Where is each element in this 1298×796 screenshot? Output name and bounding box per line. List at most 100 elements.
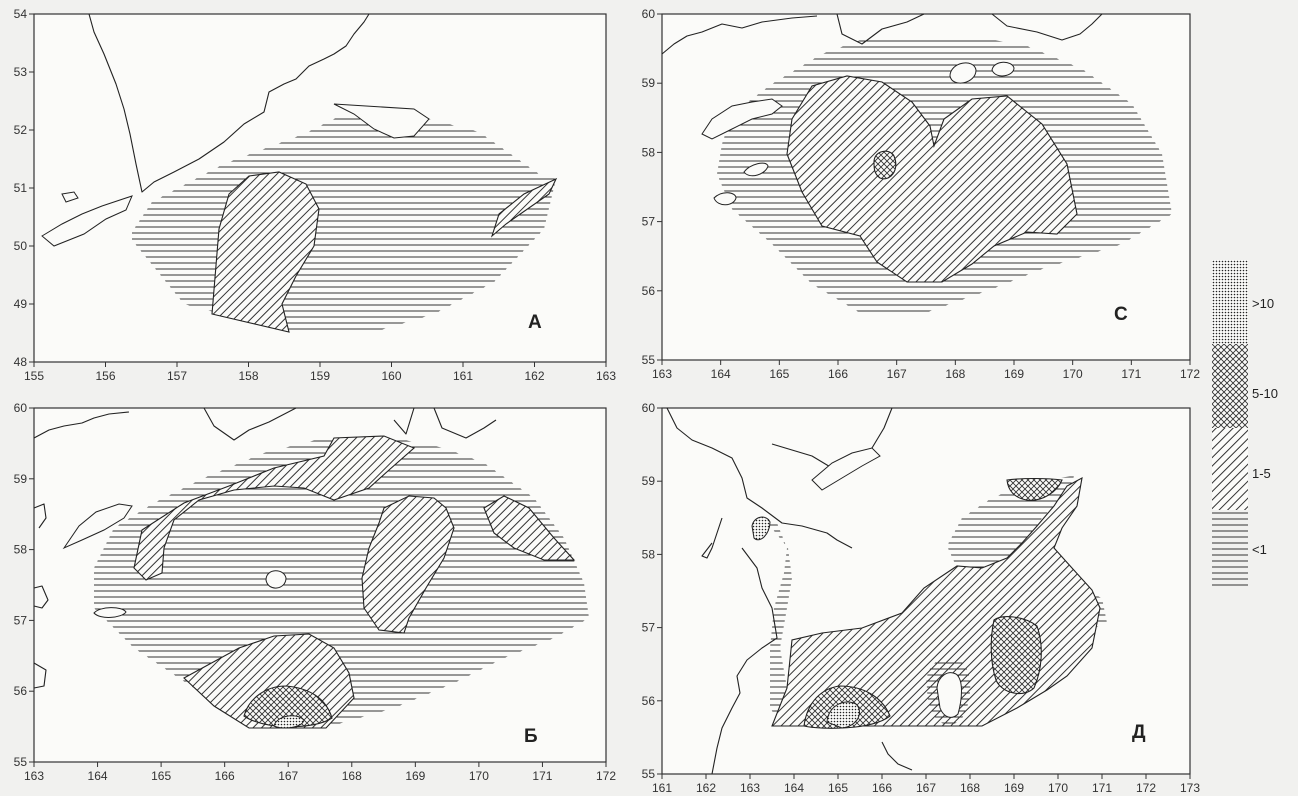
x-tick-label: 163 [596,369,616,383]
x-tick-label: 162 [524,369,544,383]
zone-1-5-north [133,435,416,581]
y-tick-label: 60 [14,401,28,415]
x-tick-label: 172 [1136,781,1156,795]
island-3 [743,162,769,177]
x-tick-label: 165 [769,367,789,381]
y-tick-label: 57 [642,215,656,229]
x-tick-label: 169 [1004,781,1024,795]
legend: >10 5-10 1-5 <1 [1212,260,1292,590]
y-tick-label: 55 [14,755,28,769]
y-tick-label: 58 [14,543,28,557]
y-tick-label: 55 [642,767,656,781]
panel-letter-a: А [528,312,542,333]
map-panel-a: 155 156 157 158 159 160 161 162 163 54 53 52 51 50 49 4… [14,7,617,383]
y-tick-label: 58 [642,145,656,159]
zone-gt10-south [826,701,860,729]
peninsula [701,98,783,140]
map-c-svg: 163 164 165 166 167 168 169 170 171 172 60 59 58 57 56… [642,7,1201,381]
legend-label-gt10: >10 [1252,296,1275,311]
zone-5-10-east [990,616,1042,695]
map-d-svg: 161 162 163 164 165 166 167 168 169 170 171 172 173 6… [642,401,1201,795]
legend-label-1-5: 1-5 [1252,466,1271,481]
zone-lt1-west [762,516,792,728]
island-small [265,570,287,589]
zone-5-10 [873,150,897,180]
map-panel-c: 163 164 165 166 167 168 169 170 171 172 60 59 58 57 56… [642,7,1201,381]
zone-5-10-ne [1006,477,1063,501]
x-tick-label: 168 [960,781,980,795]
island-2 [41,195,133,247]
x-tick-label: 158 [238,369,258,383]
y-tick-label: 49 [14,297,28,311]
y-tick-label: 53 [14,65,28,79]
y-tick-label: 59 [642,474,656,488]
bay-notch [333,103,430,139]
x-tick-label: 161 [652,781,672,795]
y-tick-label: 54 [14,7,28,21]
y-tick-label: 60 [642,7,656,21]
x-tick-label: 171 [532,769,552,783]
y-tick-label: 59 [14,472,28,486]
legend-label-5-10: 5-10 [1252,386,1279,401]
x-tick-label: 170 [469,769,489,783]
coastline [666,407,893,775]
zone-1-5-west [211,171,320,333]
x-tick-label: 156 [95,369,115,383]
map-panel-d: 161 162 163 164 165 166 167 168 169 170 171 172 173 6… [642,401,1201,795]
peninsula [62,503,133,550]
peninsula [811,447,881,491]
y-tick-label: 48 [14,355,28,369]
zone-1-5-east [490,177,558,238]
x-tick-label: 167 [916,781,936,795]
x-tick-label: 168 [945,367,965,381]
island-2 [991,61,1015,77]
y-tick-label: 60 [642,401,656,415]
x-tick-label: 168 [342,769,362,783]
y-tick-label: 57 [642,621,656,635]
legend-swatch-5-10 [1212,344,1248,428]
coastline-kamchatka [88,13,370,193]
zone-blank-inner [936,672,962,718]
legend-swatch-lt1 [1212,510,1248,590]
x-tick-label: 164 [88,769,108,783]
y-tick-label: 57 [14,613,28,627]
y-tick-label: 55 [642,353,656,367]
panel-letter-c: С [1114,304,1128,325]
panel-letter-d: Д [1132,722,1146,743]
y-tick-label: 58 [642,547,656,561]
island-ellipse [93,607,127,618]
y-tick-label: 56 [14,684,28,698]
legend-label-lt1: <1 [1252,542,1267,557]
zone-gt10 [273,715,305,729]
x-tick-label: 169 [1004,367,1024,381]
x-tick-label: 161 [453,369,473,383]
x-tick-label: 172 [596,769,616,783]
zone-1-5-center [361,495,455,634]
map-a-svg: 155 156 157 158 159 160 161 162 163 54 53 52 51 50 49 4… [14,7,617,383]
y-tick-label: 52 [14,123,28,137]
x-tick-label: 165 [151,769,171,783]
x-tick-label: 167 [278,769,298,783]
x-tick-label: 163 [652,367,672,381]
coastline-west [33,503,49,689]
map-b-svg: 163 164 165 166 167 168 169 170 171 172 60 59 58 57 56… [14,401,617,783]
zone-gt10-north [751,516,771,541]
x-tick-label: 166 [215,769,235,783]
x-tick-label: 157 [167,369,187,383]
x-tick-label: 171 [1121,367,1141,381]
x-tick-label: 169 [405,769,425,783]
x-tick-label: 160 [381,369,401,383]
zone-lt1 [94,436,589,728]
y-tick-label: 50 [14,239,28,253]
x-tick-label: 155 [24,369,44,383]
y-tick-label: 51 [14,181,28,195]
x-tick-label: 163 [24,769,44,783]
coastline-north [33,407,497,441]
island-4 [713,192,737,206]
y-tick-label: 56 [642,694,656,708]
zone-1-5-east [483,495,576,561]
x-tick-label: 166 [872,781,892,795]
x-tick-label: 172 [1180,367,1200,381]
x-tick-label: 163 [740,781,760,795]
legend-swatch-1-5 [1212,428,1248,510]
